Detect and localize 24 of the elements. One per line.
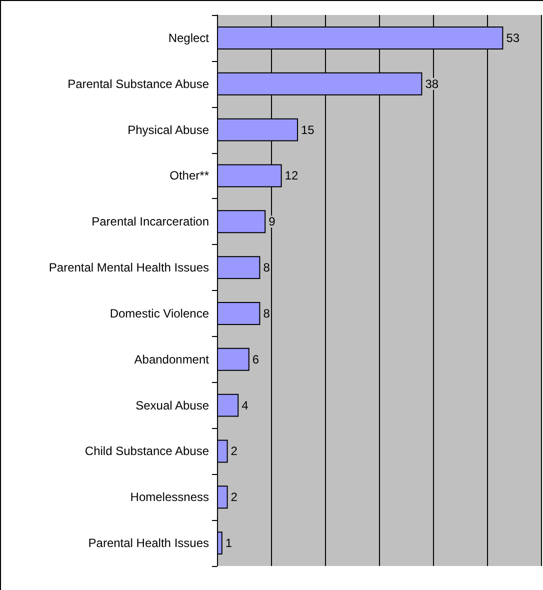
data-label: 2 xyxy=(230,490,238,504)
data-label: 4 xyxy=(242,398,249,412)
data-label: 2 xyxy=(230,444,238,458)
y-tick-label: Parental Substance Abuse xyxy=(68,76,210,91)
y-tick-label: Neglect xyxy=(168,30,210,45)
y-tick-label: Other** xyxy=(170,168,210,183)
y-tick-label: Sexual Abuse xyxy=(136,398,210,412)
y-tick-label: Parental Health Issues xyxy=(88,536,209,550)
data-label: 8 xyxy=(263,260,270,275)
y-tick-label: Abandonment xyxy=(134,352,210,366)
data-label: 1 xyxy=(225,536,232,550)
data-label: 12 xyxy=(284,168,298,183)
y-tick-label: Child Substance Abuse xyxy=(84,444,210,458)
y-tick-label: Parental Mental Health Issues xyxy=(48,260,209,275)
data-label: 9 xyxy=(268,214,276,229)
data-label: 15 xyxy=(301,122,315,137)
y-tick-label: Homelessness xyxy=(130,490,209,504)
y-tick-label: Parental Incarceration xyxy=(92,214,209,229)
data-label: 53 xyxy=(506,30,520,45)
data-label: 8 xyxy=(263,306,270,320)
y-tick-label: Physical Abuse xyxy=(128,122,210,137)
data-label: 6 xyxy=(252,352,260,366)
data-label: 38 xyxy=(425,76,439,91)
y-tick-label: Domestic Violence xyxy=(110,306,210,320)
